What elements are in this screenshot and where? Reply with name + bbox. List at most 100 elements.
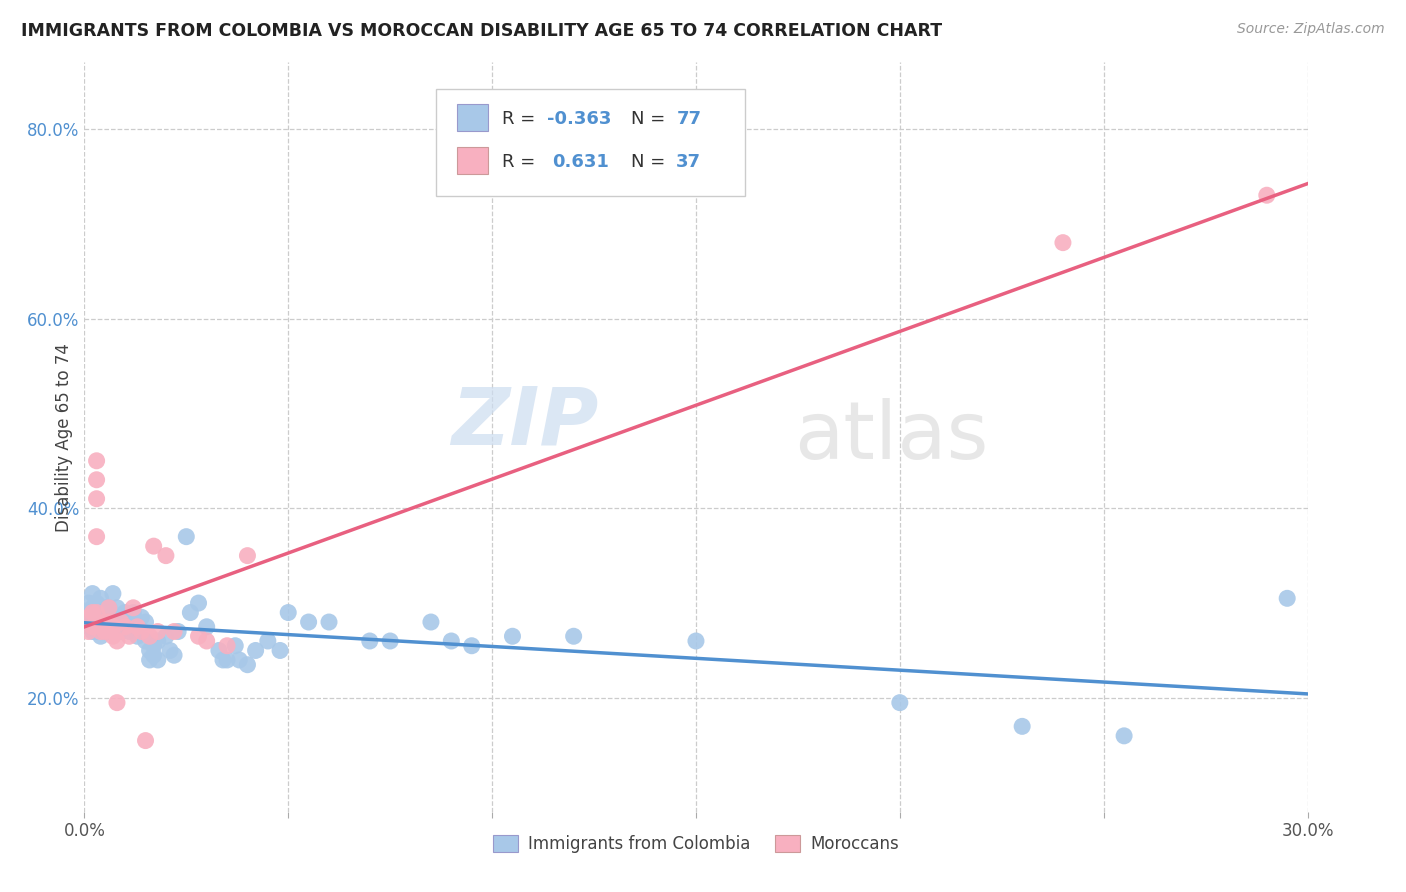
Text: 0.631: 0.631 bbox=[553, 153, 609, 170]
Point bbox=[82, 615, 104, 629]
Point bbox=[101, 610, 124, 624]
Point bbox=[163, 624, 186, 639]
Point bbox=[90, 629, 112, 643]
Point bbox=[82, 624, 104, 639]
Point bbox=[138, 653, 160, 667]
Point bbox=[146, 653, 169, 667]
Point bbox=[277, 606, 299, 620]
Point bbox=[105, 615, 128, 629]
Point bbox=[82, 620, 104, 634]
Point bbox=[110, 615, 132, 629]
Point bbox=[127, 629, 149, 643]
Point bbox=[101, 620, 124, 634]
Point bbox=[135, 615, 157, 629]
Point bbox=[318, 615, 340, 629]
Point bbox=[562, 629, 585, 643]
Point bbox=[142, 639, 165, 653]
Point bbox=[77, 610, 100, 624]
Point bbox=[195, 634, 218, 648]
Point bbox=[86, 615, 108, 629]
Point bbox=[146, 624, 169, 639]
Point bbox=[359, 634, 381, 648]
Point bbox=[90, 620, 112, 634]
Point bbox=[142, 539, 165, 553]
Point bbox=[93, 624, 115, 639]
Point bbox=[440, 634, 463, 648]
Point bbox=[114, 606, 136, 620]
Point bbox=[257, 634, 280, 648]
Point bbox=[110, 624, 132, 639]
Point bbox=[236, 549, 259, 563]
Point bbox=[122, 600, 145, 615]
Point bbox=[195, 620, 218, 634]
Text: -0.363: -0.363 bbox=[547, 110, 612, 128]
Point bbox=[131, 624, 153, 639]
Point bbox=[138, 629, 160, 643]
Point bbox=[269, 643, 291, 657]
Point bbox=[86, 473, 108, 487]
Point bbox=[82, 586, 104, 600]
Point bbox=[86, 624, 108, 639]
Text: N =: N = bbox=[631, 110, 671, 128]
Text: ZIP: ZIP bbox=[451, 383, 598, 461]
Point bbox=[118, 610, 141, 624]
Point bbox=[101, 624, 124, 639]
Point bbox=[159, 643, 181, 657]
Point bbox=[1114, 729, 1136, 743]
Legend: Immigrants from Colombia, Moroccans: Immigrants from Colombia, Moroccans bbox=[486, 828, 905, 860]
Point bbox=[86, 596, 108, 610]
Point bbox=[82, 606, 104, 620]
Point bbox=[77, 610, 100, 624]
Point bbox=[174, 530, 197, 544]
Point bbox=[97, 600, 120, 615]
Point bbox=[101, 629, 124, 643]
Point bbox=[380, 634, 402, 648]
Text: Source: ZipAtlas.com: Source: ZipAtlas.com bbox=[1237, 22, 1385, 37]
Text: 37: 37 bbox=[676, 153, 702, 170]
Point bbox=[187, 629, 209, 643]
Point bbox=[90, 624, 112, 639]
Point bbox=[502, 629, 524, 643]
Point bbox=[118, 624, 141, 639]
Point bbox=[86, 530, 108, 544]
Point bbox=[155, 629, 177, 643]
Point bbox=[97, 600, 120, 615]
Point bbox=[114, 620, 136, 634]
Point bbox=[1277, 591, 1299, 606]
Point bbox=[245, 643, 267, 657]
Point bbox=[86, 454, 108, 468]
Point bbox=[101, 586, 124, 600]
Point bbox=[105, 634, 128, 648]
Point bbox=[86, 606, 108, 620]
Point bbox=[127, 615, 149, 629]
Point bbox=[179, 606, 201, 620]
Point bbox=[163, 648, 186, 663]
Text: R =: R = bbox=[502, 110, 541, 128]
Point bbox=[93, 615, 115, 629]
Point bbox=[90, 620, 112, 634]
Point bbox=[77, 624, 100, 639]
Point bbox=[420, 615, 443, 629]
Point bbox=[217, 639, 239, 653]
Point bbox=[86, 491, 108, 506]
Point bbox=[97, 615, 120, 629]
Text: R =: R = bbox=[502, 153, 547, 170]
Point bbox=[889, 696, 911, 710]
Point bbox=[77, 620, 100, 634]
Point bbox=[127, 620, 149, 634]
Point bbox=[224, 639, 246, 653]
Y-axis label: Disability Age 65 to 74: Disability Age 65 to 74 bbox=[55, 343, 73, 532]
Point bbox=[135, 634, 157, 648]
Point bbox=[118, 629, 141, 643]
Point bbox=[298, 615, 321, 629]
Point bbox=[1052, 235, 1074, 250]
Text: N =: N = bbox=[631, 153, 671, 170]
Point bbox=[90, 591, 112, 606]
Point bbox=[93, 624, 115, 639]
Point bbox=[97, 624, 120, 639]
Point bbox=[142, 648, 165, 663]
Point bbox=[236, 657, 259, 672]
Point bbox=[685, 634, 707, 648]
Point bbox=[105, 600, 128, 615]
Text: 77: 77 bbox=[676, 110, 702, 128]
